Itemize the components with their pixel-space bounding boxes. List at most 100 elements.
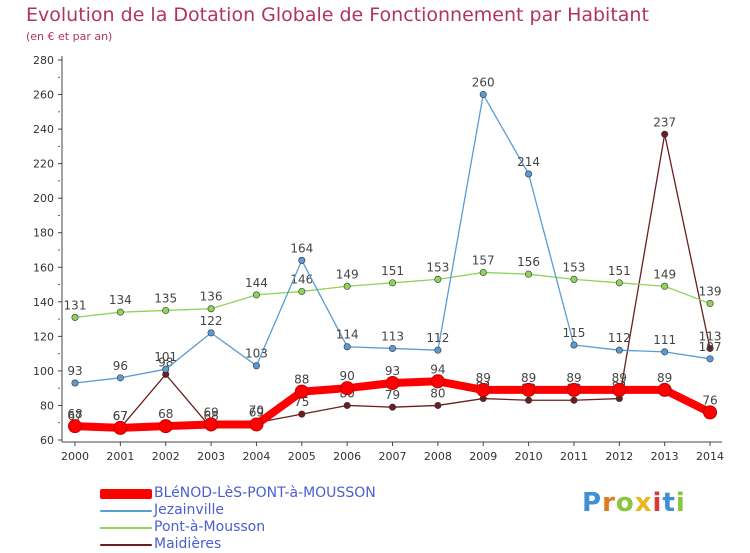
data-point-maidi-res bbox=[434, 401, 442, 409]
data-label-pont-mousson: 149 bbox=[336, 267, 359, 281]
data-label-jezainville: 96 bbox=[113, 359, 128, 373]
data-point-maidi-res bbox=[525, 396, 533, 404]
legend-item-jezainville: Jezainville bbox=[100, 502, 376, 519]
y-tick-label: 160 bbox=[33, 261, 54, 274]
legend-label-maidieres: Maidières bbox=[154, 536, 222, 552]
data-label-bl-nod-l-s-pont-mousson: 67 bbox=[113, 409, 128, 423]
data-label-jezainville: 93 bbox=[67, 364, 82, 378]
x-tick-label: 2006 bbox=[333, 450, 361, 463]
data-point-maidi-res bbox=[298, 410, 306, 418]
data-point-jezainville bbox=[116, 374, 124, 382]
data-label-pont-mousson: 131 bbox=[64, 298, 87, 312]
data-label-pont-mousson: 151 bbox=[608, 264, 631, 278]
x-tick-label: 2012 bbox=[605, 450, 633, 463]
data-label-maidi-res: 67 bbox=[113, 409, 128, 423]
data-label-maidi-res: 70 bbox=[249, 404, 264, 418]
proxiti-logo: Proxiti bbox=[582, 488, 686, 518]
data-point-pont-mousson bbox=[298, 287, 306, 295]
data-point-bl-nod-l-s-pont-mousson bbox=[430, 374, 445, 389]
data-label-pont-mousson: 144 bbox=[245, 276, 268, 290]
data-point-bl-nod-l-s-pont-mousson bbox=[249, 417, 264, 432]
data-point-maidi-res bbox=[343, 401, 351, 409]
data-point-pont-mousson bbox=[570, 275, 578, 283]
data-label-pont-mousson: 157 bbox=[472, 253, 495, 267]
data-label-maidi-res: 80 bbox=[430, 386, 445, 400]
data-point-bl-nod-l-s-pont-mousson bbox=[204, 417, 219, 432]
data-point-pont-mousson bbox=[343, 282, 351, 290]
data-point-maidi-res bbox=[570, 396, 578, 404]
y-tick-label: 220 bbox=[33, 158, 54, 171]
data-point-pont-mousson bbox=[207, 305, 215, 313]
data-point-maidi-res bbox=[661, 130, 669, 138]
data-label-pont-mousson: 153 bbox=[426, 260, 449, 274]
data-point-jezainville bbox=[479, 91, 487, 99]
page-title: Evolution de la Dotation Globale de Fonc… bbox=[26, 4, 649, 26]
legend-item-pont-a-mousson: Pont-à-Mousson bbox=[100, 519, 376, 536]
chart-legend: BLéNOD-LèS-PONT-à-MOUSSON Jezainville Po… bbox=[100, 485, 376, 553]
data-point-pont-mousson bbox=[252, 291, 260, 299]
data-label-maidi-res: 237 bbox=[653, 115, 676, 129]
data-label-bl-nod-l-s-pont-mousson: 68 bbox=[67, 407, 82, 421]
data-label-pont-mousson: 151 bbox=[381, 264, 404, 278]
legend-item-maidieres: Maidières bbox=[100, 536, 376, 553]
data-label-jezainville: 111 bbox=[653, 333, 676, 347]
data-label-bl-nod-l-s-pont-mousson: 90 bbox=[340, 369, 355, 383]
data-point-bl-nod-l-s-pont-mousson bbox=[612, 382, 627, 397]
data-label-pont-mousson: 149 bbox=[653, 267, 676, 281]
data-label-bl-nod-l-s-pont-mousson: 89 bbox=[566, 371, 581, 385]
data-point-pont-mousson bbox=[525, 270, 533, 278]
x-tick-label: 2005 bbox=[288, 450, 316, 463]
x-tick-label: 2002 bbox=[152, 450, 180, 463]
data-point-jezainville bbox=[71, 379, 79, 387]
y-tick-label: 120 bbox=[33, 330, 54, 343]
y-tick-label: 240 bbox=[33, 123, 54, 136]
data-point-bl-nod-l-s-pont-mousson bbox=[385, 376, 400, 390]
data-label-pont-mousson: 135 bbox=[154, 291, 177, 305]
data-label-jezainville: 107 bbox=[699, 340, 722, 354]
x-tick-label: 2003 bbox=[197, 450, 225, 463]
y-tick-label: 140 bbox=[33, 296, 54, 309]
y-tick-label: 180 bbox=[33, 227, 54, 240]
x-tick-label: 2009 bbox=[469, 450, 497, 463]
y-tick-label: 100 bbox=[33, 365, 54, 378]
data-point-jezainville bbox=[162, 365, 170, 373]
x-tick-label: 2010 bbox=[515, 450, 543, 463]
data-point-jezainville bbox=[706, 355, 714, 363]
data-label-jezainville: 164 bbox=[290, 241, 313, 255]
data-label-bl-nod-l-s-pont-mousson: 69 bbox=[249, 405, 264, 419]
legend-item-blenod: BLéNOD-LèS-PONT-à-MOUSSON bbox=[100, 485, 376, 502]
data-label-jezainville: 103 bbox=[245, 347, 268, 361]
data-point-pont-mousson bbox=[479, 268, 487, 276]
data-point-pont-mousson bbox=[389, 279, 397, 287]
data-label-bl-nod-l-s-pont-mousson: 94 bbox=[430, 362, 445, 376]
data-label-bl-nod-l-s-pont-mousson: 76 bbox=[702, 393, 717, 407]
data-point-pont-mousson bbox=[116, 308, 124, 316]
legend-label-blenod: BLéNOD-LèS-PONT-à-MOUSSON bbox=[154, 485, 376, 501]
data-point-pont-mousson bbox=[615, 279, 623, 287]
data-point-jezainville bbox=[434, 346, 442, 354]
data-label-bl-nod-l-s-pont-mousson: 69 bbox=[203, 405, 218, 419]
data-label-bl-nod-l-s-pont-mousson: 89 bbox=[657, 371, 672, 385]
legend-swatch-jezainville bbox=[100, 509, 152, 512]
data-label-bl-nod-l-s-pont-mousson: 89 bbox=[612, 371, 627, 385]
y-tick-label: 80 bbox=[40, 399, 54, 412]
data-label-jezainville: 113 bbox=[381, 329, 404, 343]
data-label-bl-nod-l-s-pont-mousson: 89 bbox=[521, 371, 536, 385]
y-tick-label: 260 bbox=[33, 89, 54, 102]
data-label-jezainville: 101 bbox=[154, 350, 177, 364]
x-tick-label: 2011 bbox=[560, 450, 588, 463]
data-point-jezainville bbox=[252, 362, 260, 370]
data-label-maidi-res: 113 bbox=[699, 329, 722, 343]
data-point-bl-nod-l-s-pont-mousson bbox=[476, 382, 491, 397]
x-tick-label: 2004 bbox=[242, 450, 270, 463]
data-point-bl-nod-l-s-pont-mousson bbox=[657, 382, 672, 397]
x-tick-label: 2014 bbox=[696, 450, 724, 463]
y-tick-label: 200 bbox=[33, 192, 54, 205]
data-point-bl-nod-l-s-pont-mousson bbox=[294, 384, 309, 399]
data-point-maidi-res bbox=[389, 403, 397, 411]
data-point-bl-nod-l-s-pont-mousson bbox=[158, 419, 173, 434]
data-label-bl-nod-l-s-pont-mousson: 68 bbox=[158, 407, 173, 421]
x-tick-label: 2007 bbox=[379, 450, 407, 463]
data-point-bl-nod-l-s-pont-mousson bbox=[68, 419, 82, 434]
